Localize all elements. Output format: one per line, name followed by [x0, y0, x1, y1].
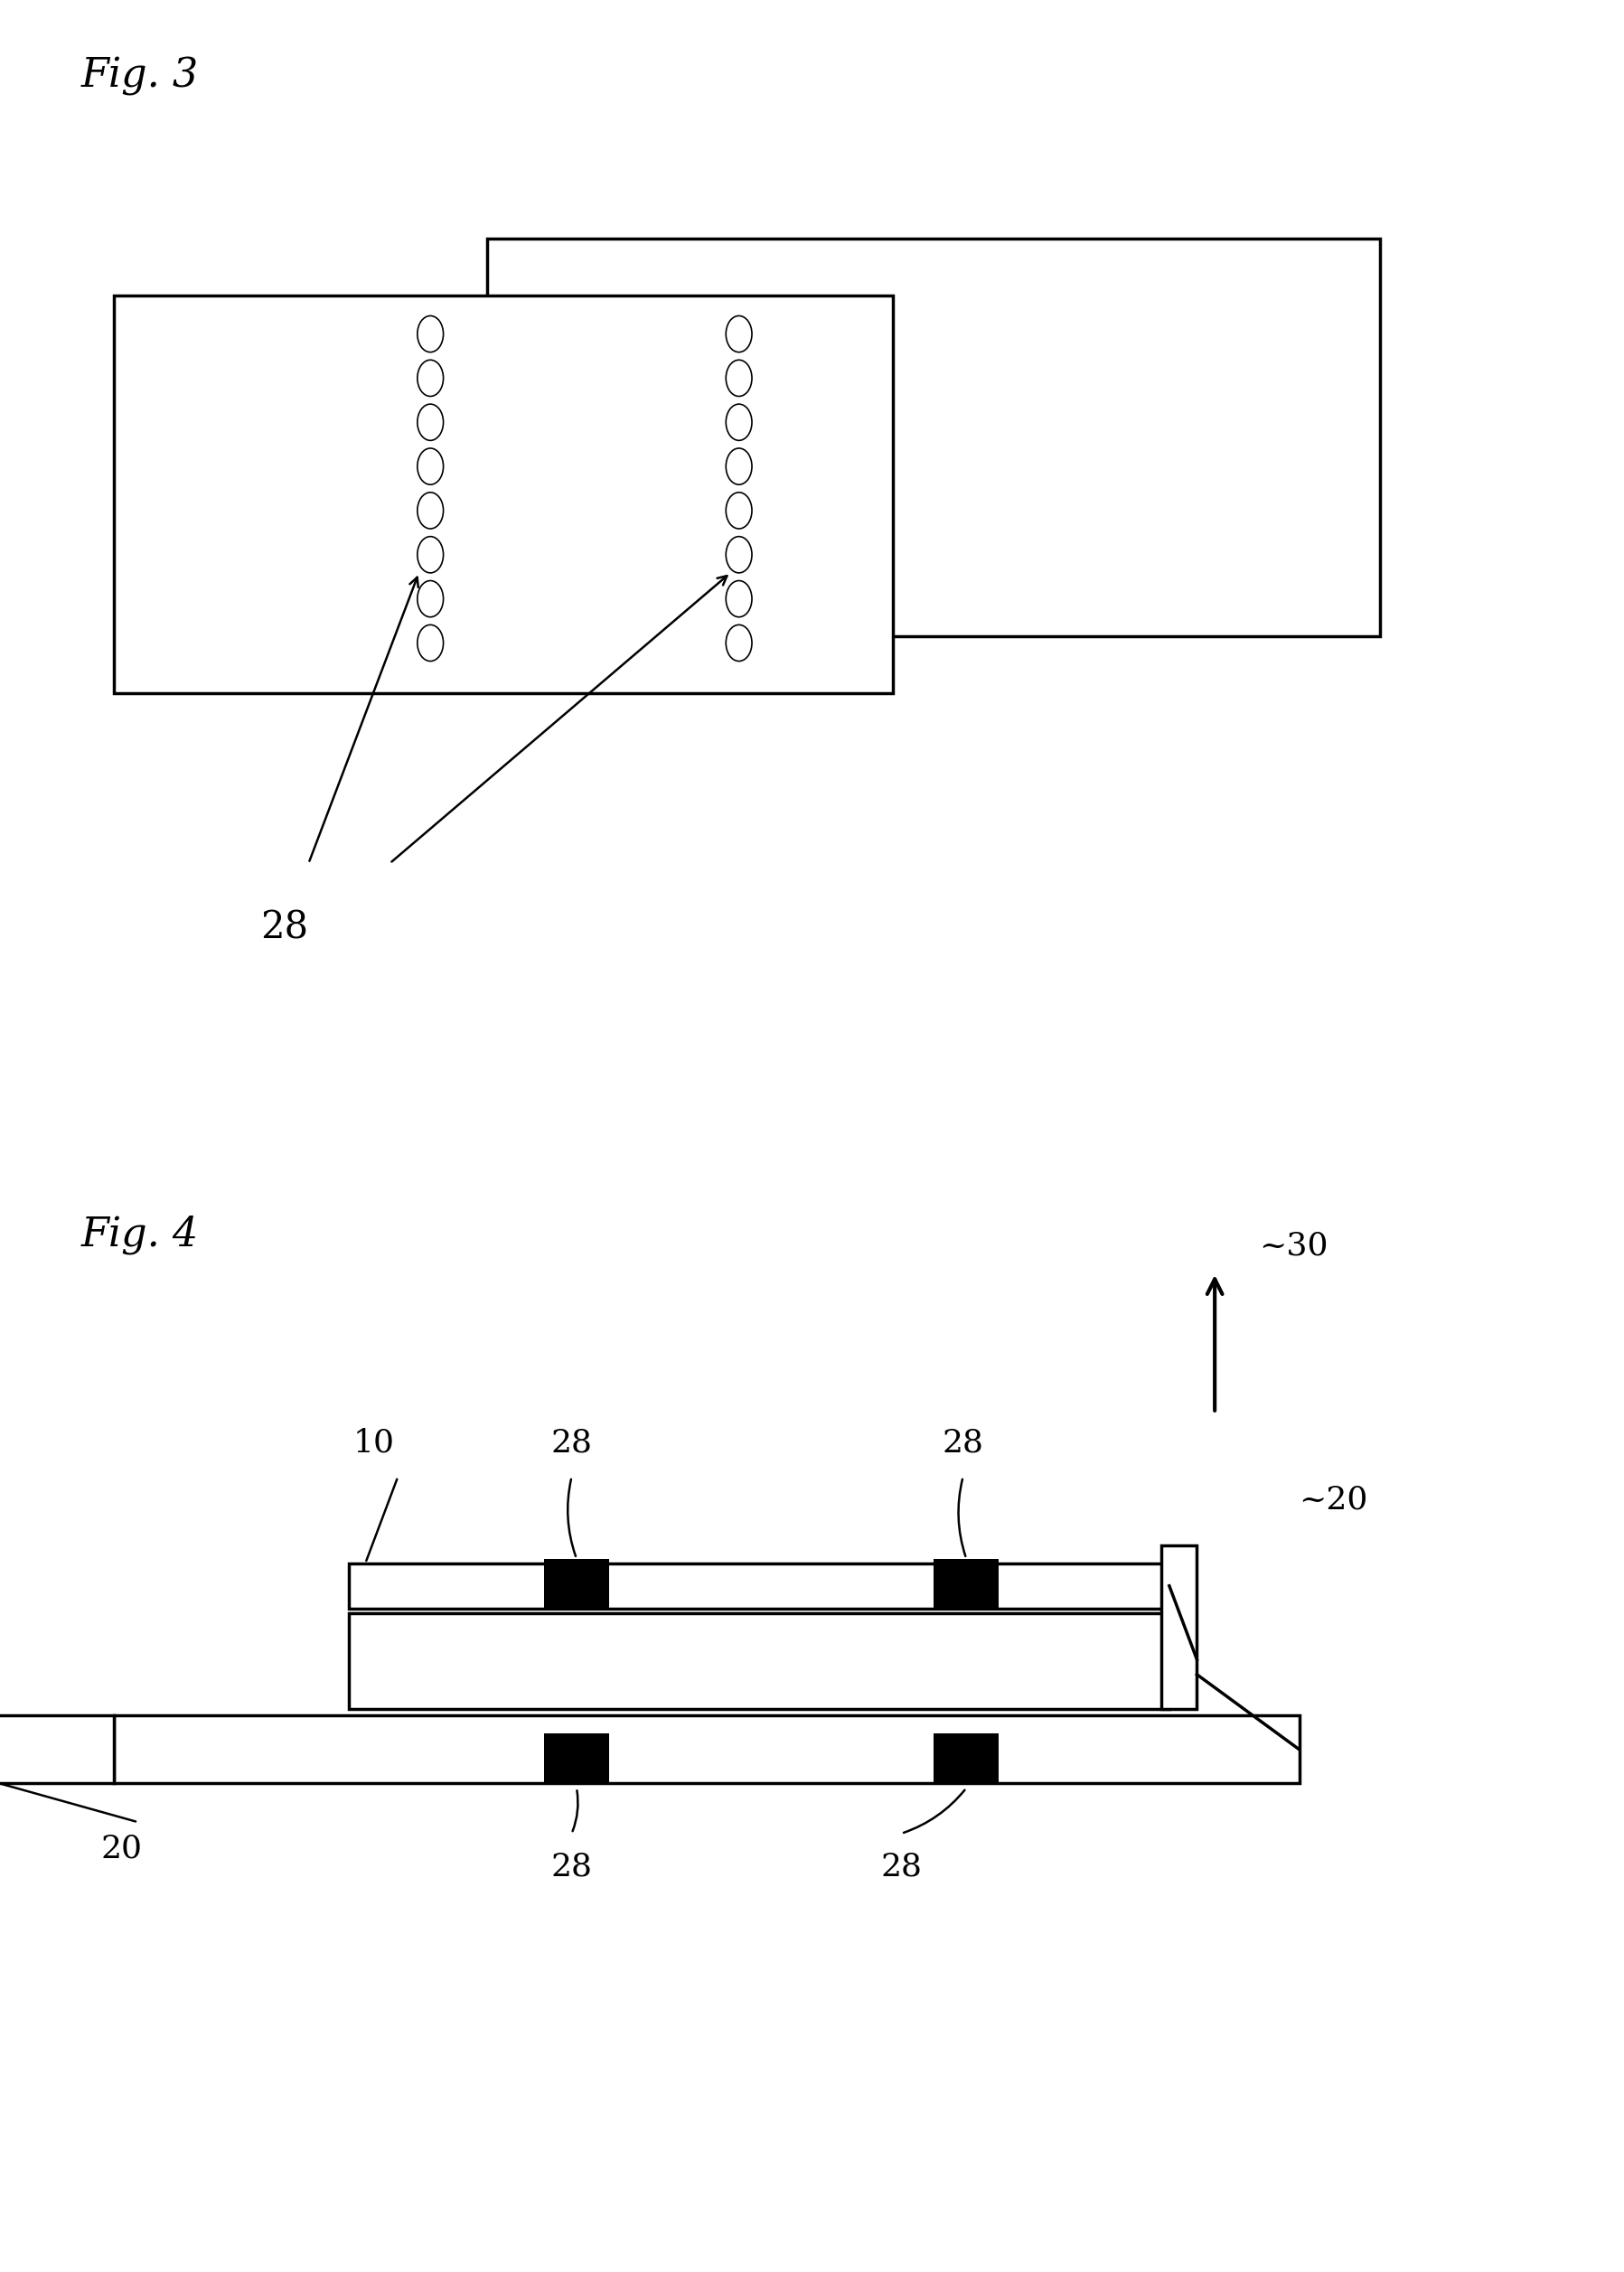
- Bar: [934, 1559, 999, 1609]
- Circle shape: [417, 404, 443, 441]
- Text: Fig. 3: Fig. 3: [81, 57, 198, 95]
- Text: 28: 28: [880, 1852, 922, 1883]
- Circle shape: [417, 493, 443, 529]
- Bar: [114, 295, 893, 693]
- Bar: [349, 1613, 1169, 1709]
- Circle shape: [726, 582, 752, 618]
- Circle shape: [726, 404, 752, 441]
- Text: ~30: ~30: [1259, 1229, 1328, 1261]
- Circle shape: [417, 448, 443, 484]
- Bar: [1161, 1545, 1197, 1709]
- Circle shape: [417, 316, 443, 352]
- Circle shape: [726, 316, 752, 352]
- Text: 28: 28: [942, 1427, 984, 1459]
- Text: 28: 28: [260, 909, 309, 947]
- Circle shape: [417, 582, 443, 618]
- Text: 28: 28: [551, 1852, 593, 1883]
- Circle shape: [726, 493, 752, 529]
- Circle shape: [726, 359, 752, 395]
- Bar: [0, 1715, 114, 1784]
- Bar: [544, 1559, 609, 1609]
- Text: 20: 20: [101, 1834, 143, 1865]
- Bar: [349, 1563, 1169, 1609]
- Text: 10: 10: [352, 1427, 395, 1459]
- Text: Fig. 4: Fig. 4: [81, 1216, 198, 1254]
- Text: ~20: ~20: [1299, 1484, 1369, 1515]
- Bar: [487, 239, 1380, 636]
- Bar: [544, 1734, 609, 1784]
- Circle shape: [726, 536, 752, 573]
- Bar: [114, 1715, 1299, 1784]
- Bar: [934, 1734, 999, 1784]
- Circle shape: [417, 359, 443, 395]
- Circle shape: [417, 536, 443, 573]
- Text: 28: 28: [551, 1427, 593, 1459]
- Circle shape: [726, 625, 752, 661]
- Circle shape: [726, 448, 752, 484]
- Circle shape: [417, 625, 443, 661]
